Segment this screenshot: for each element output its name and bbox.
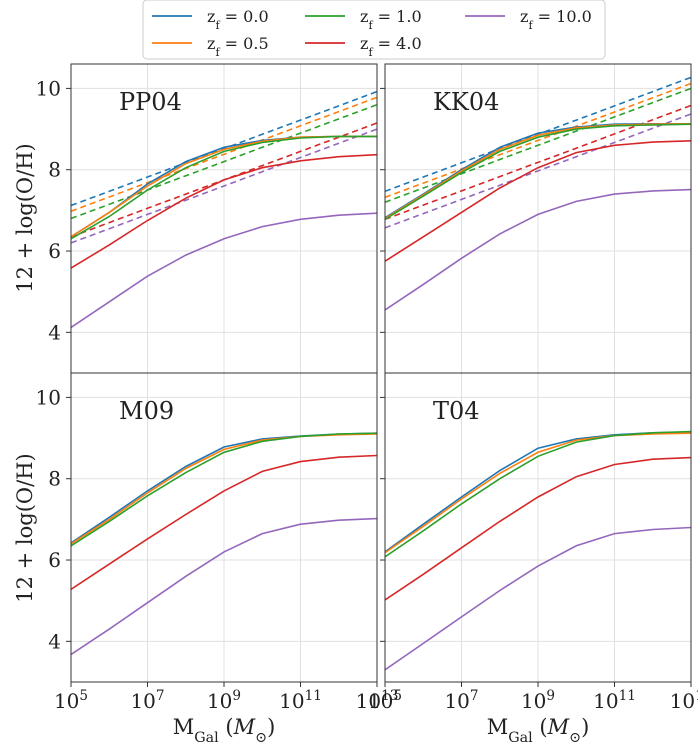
x-tick-label: 1013 <box>356 688 399 713</box>
panel-t04: T04 105 107 109 1011 1013 <box>368 372 698 713</box>
series-line <box>385 430 691 558</box>
fit-line <box>385 82 691 199</box>
y-tick-label: 6 <box>48 239 61 263</box>
y-tick-label: 4 <box>48 629 61 653</box>
series-line <box>385 526 691 671</box>
x-tick-label: 105 <box>54 688 88 713</box>
legend-label: zf = 1.0 <box>360 7 422 32</box>
series-line <box>71 153 377 269</box>
y-tick-label: 8 <box>48 158 61 182</box>
series-group <box>385 76 691 311</box>
panel-title: PP04 <box>119 88 182 116</box>
panel-pp04: PP04 4 6 8 10 <box>36 63 378 378</box>
x-axis-title: MGal (M⊙) <box>173 715 276 746</box>
fit-line <box>71 103 377 220</box>
series-group <box>71 432 377 656</box>
series-line <box>71 432 377 547</box>
series-line <box>385 456 691 601</box>
y-axis-title: 12 + log(O/H) <box>13 453 37 602</box>
legend-label: zf = 0.0 <box>207 7 269 32</box>
y-axis-title: 12 + log(O/H) <box>13 143 37 292</box>
x-tick-label: 1011 <box>279 688 322 713</box>
series-line <box>385 188 691 311</box>
x-tick-label: 105 <box>368 688 402 713</box>
fit-line <box>71 128 377 244</box>
series-line <box>71 517 377 656</box>
x-tick-label: 109 <box>207 688 241 713</box>
fit-line <box>71 96 377 212</box>
series-line <box>385 123 691 220</box>
x-tick-label: 109 <box>521 688 555 713</box>
y-tick-label: 6 <box>48 548 61 572</box>
fit-line <box>385 76 691 193</box>
legend-label: zf = 4.0 <box>360 34 422 59</box>
series-line <box>71 212 377 329</box>
x-tick-label: 1011 <box>593 688 636 713</box>
y-tick-label: 8 <box>48 467 61 491</box>
y-tick-label: 4 <box>48 320 61 344</box>
legend-label: zf = 10.0 <box>520 7 592 32</box>
x-tick-label: 107 <box>444 688 478 713</box>
series-line <box>71 135 377 240</box>
x-tick-label: 107 <box>130 688 164 713</box>
panel-m09: M09 4 6 8 10 105 107 109 1011 1013 <box>36 372 399 713</box>
panel-title: M09 <box>119 397 174 425</box>
y-tick-label: 10 <box>36 385 61 409</box>
legend-label: zf = 0.5 <box>207 34 269 59</box>
panel-kk04: KK04 <box>380 63 692 378</box>
series-line <box>71 454 377 590</box>
legend: zf = 0.0zf = 0.5 zf = 1.0zf = 4.0 zf = 10.… <box>142 0 606 60</box>
panel-title: KK04 <box>433 88 499 116</box>
series-group <box>385 430 691 671</box>
fit-line <box>385 113 691 229</box>
x-axis-title: MGal (M⊙) <box>487 715 590 746</box>
legend-box <box>142 0 606 60</box>
y-tick-label: 10 <box>36 76 61 100</box>
panel-title: T04 <box>433 397 480 425</box>
series-line <box>385 140 691 262</box>
series-group <box>71 90 377 329</box>
x-tick-label: 1013 <box>670 688 698 713</box>
fit-line <box>385 87 691 203</box>
